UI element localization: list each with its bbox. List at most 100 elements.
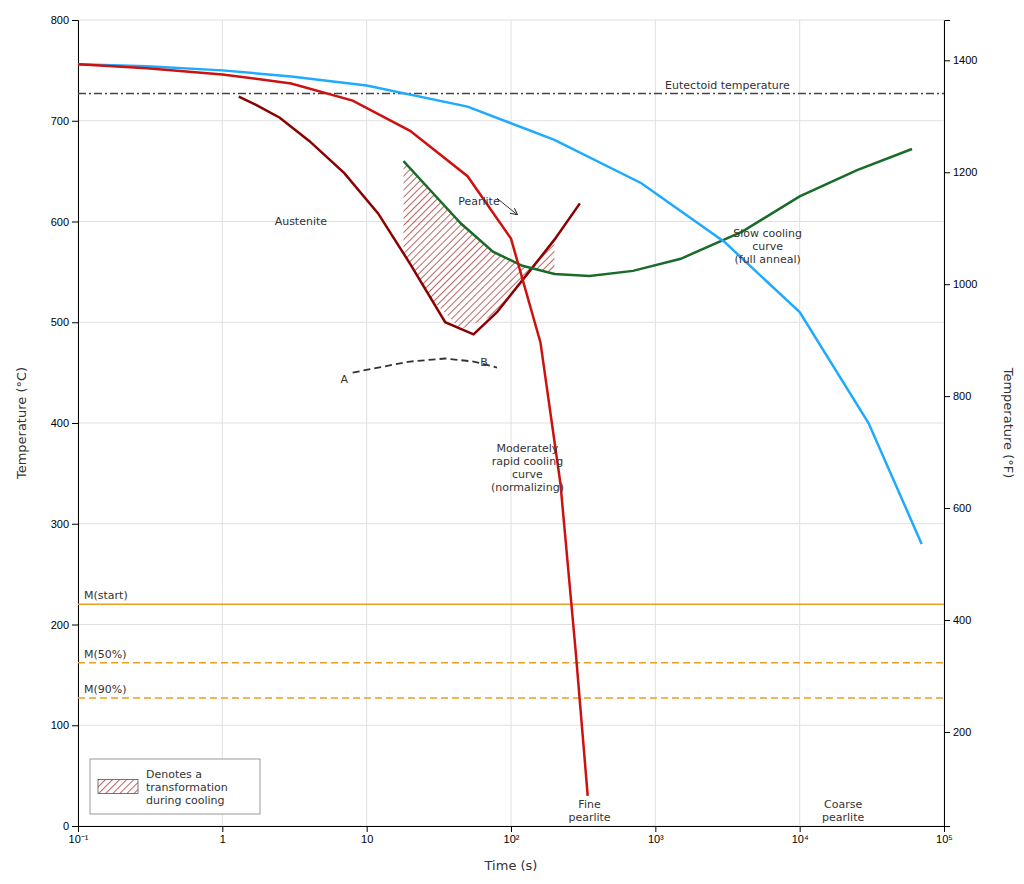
reference-label: M(start) [84,589,128,602]
tick: 10⁻¹ [69,826,89,845]
grid-line-y [78,221,944,222]
x-axis-title: Time (s) [484,858,538,873]
tick-label: 10 [361,833,373,845]
text-line: Denotes a [146,768,202,781]
axis-line [79,827,945,833]
annotation-arrow [497,198,517,214]
annotation: B [480,356,488,369]
tick-label: 10⁴ [792,833,809,845]
tick-mark [944,60,950,61]
tick-label: 600 [953,502,971,514]
x-axis: 10⁻¹11010²10³10⁴10⁵ [69,826,953,845]
tick: 1400 [944,54,977,66]
legend-label: Denotes atransformationduring cooling [146,768,228,807]
tick-mark [72,826,78,827]
annotation: Finepearlite [568,798,610,824]
reference-label: M(90%) [84,683,127,696]
tick-mark [72,423,78,424]
text-line: B [480,356,488,369]
tick-mark [944,732,950,733]
reference-line [78,697,944,699]
tick: 600 [944,502,971,514]
text-line: Fine [578,798,601,811]
reference-line [78,662,944,664]
tick-mark [72,121,78,122]
tick-mark [944,508,950,509]
tick: 100 [51,719,78,731]
text-line: Coarse [824,798,862,811]
tick-mark [944,620,950,621]
tick-mark [72,322,78,323]
annotation: Pearlite [458,195,500,208]
text-line: A [341,373,349,386]
annotation: A [341,373,349,386]
tick-mark [72,625,78,626]
tick-mark [944,284,950,285]
text-line: during cooling [146,794,225,807]
y-axis: 0 100 200 300 400 500 600 700 800 [51,14,79,832]
tick-label: 1200 [953,166,977,178]
grid-line-y [78,725,944,726]
tick-label: 400 [953,614,971,626]
tick-label: 0 [63,820,69,832]
tick-label: 800 [953,390,971,402]
tick: 600 [51,216,78,228]
tick: 400 [944,614,971,626]
text-line: rapid cooling [492,455,563,468]
tick-label: 1000 [953,278,977,290]
legend: Denotes atransformationduring cooling [90,759,260,814]
annotation: Austenite [275,215,328,228]
y2-axis-title: Temperature (°F) [1001,367,1016,479]
text-line: curve [512,468,543,481]
tick: 500 [51,316,78,328]
tick: 10³ [648,826,664,845]
data-layer [78,64,944,795]
axis-line [72,21,79,827]
text-line: pearlite [822,811,864,824]
text-line: curve [752,240,783,253]
text-line: pearlite [568,811,610,824]
tick: 10 [361,826,373,845]
tick-label: 300 [51,518,69,530]
tick-mark [944,172,950,173]
annotation: Coarsepearlite [822,798,864,824]
tick-label: 200 [51,619,69,631]
annotation: Slow coolingcurve(full anneal) [733,227,802,266]
series-line [78,64,588,795]
tick: 400 [51,417,78,429]
tick-mark [72,524,78,525]
tick-mark [511,826,512,832]
plot: 10⁻¹11010²10³10⁴10⁵010020030040050060070… [14,14,1016,873]
tick-label: 10⁻¹ [69,833,89,845]
text-line: Pearlite [458,195,500,208]
series-line [353,359,497,373]
annotation: Moderatelyrapid coolingcurve(normalizing… [491,442,564,494]
text-line: transformation [146,781,228,794]
grid-line-y [78,322,944,323]
tick: 10⁴ [792,826,809,845]
tick-mark [800,826,801,832]
tick: 200 [51,619,78,631]
tick-mark [72,222,78,223]
tick: 200 [944,726,971,738]
tick-label: 1 [220,833,226,845]
grid-line-y [78,423,944,424]
text-line: (normalizing) [491,481,564,494]
axis-line [945,21,951,827]
tick: 0 [63,820,78,832]
grid-line-y [78,120,944,121]
tick-mark [222,826,223,832]
text-line: Austenite [275,215,328,228]
tick-label: 1400 [953,54,977,66]
text-line: Slow cooling [733,227,802,240]
text-layer: Eutectoid temperature M(start) M(50%) M(90%… [84,79,864,824]
tick: 700 [51,115,78,127]
reference-label: Eutectoid temperature [665,79,790,92]
tick: 800 [944,390,971,402]
tick-label: 800 [51,14,69,26]
y2-axis: 200 400 600 800 1000 1200 1400 [944,21,977,827]
reference-label: M(50%) [84,648,127,661]
tick-label: 700 [51,115,69,127]
tick-label: 500 [51,316,69,328]
tick-label: 10⁵ [936,833,953,845]
